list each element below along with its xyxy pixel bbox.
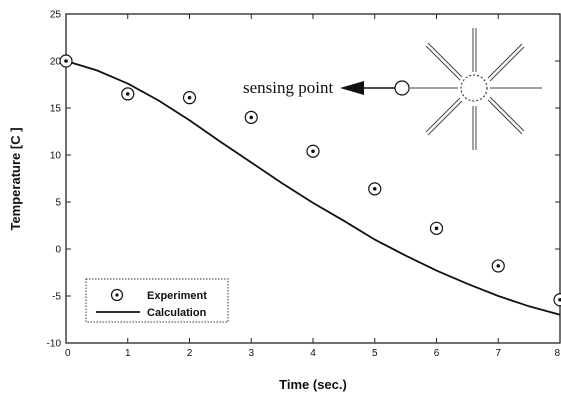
x-tick-label: 0 — [65, 348, 71, 359]
y-tick-label: -5 — [52, 292, 61, 303]
sensing-point-illustration — [340, 28, 542, 150]
x-tick: 2 — [187, 14, 193, 359]
experiment-point — [368, 182, 382, 196]
x-tick: 6 — [434, 14, 440, 359]
experiment-point — [121, 87, 135, 101]
y-tick-label: -10 — [47, 339, 62, 350]
x-tick-label: 3 — [248, 348, 254, 359]
calculation-line — [65, 60, 561, 316]
x-tick-label: 8 — [554, 348, 560, 359]
y-tick: 15 — [50, 104, 560, 115]
legend-experiment-marker — [110, 288, 124, 302]
x-tick: 8 — [554, 14, 561, 359]
y-tick-label: 25 — [50, 10, 62, 21]
x-tick-label: 6 — [434, 348, 440, 359]
legend-calculation-label: Calculation — [147, 307, 207, 319]
experiment-point — [429, 221, 444, 235]
x-tick: 5 — [372, 14, 378, 359]
y-tick-label: 5 — [55, 198, 61, 209]
x-tick-label: 7 — [495, 348, 501, 359]
experiment-point — [182, 91, 197, 105]
legend-box — [85, 278, 229, 323]
y-tick: -10 — [47, 339, 560, 350]
x-tick-label: 1 — [125, 348, 131, 359]
legend: Experiment Calculation — [85, 278, 229, 323]
y-tick: 5 — [55, 198, 560, 209]
y-axis-label: Temperature [C ] — [8, 127, 23, 230]
y-tick-label: 20 — [50, 57, 62, 68]
x-tick: 7 — [495, 14, 501, 359]
y-tick: 25 — [50, 10, 560, 21]
x-tick: 0 — [65, 14, 71, 359]
x-tick-label: 4 — [310, 348, 316, 359]
x-tick-label: 5 — [372, 348, 378, 359]
y-tick-label: 0 — [55, 245, 61, 256]
experiment-points — [59, 54, 561, 307]
experiment-point — [244, 110, 258, 125]
x-axis-label: Time (sec.) — [279, 377, 347, 392]
experiment-point — [553, 293, 561, 307]
x-tick: 1 — [125, 14, 131, 359]
sensing-point-label: sensing point — [243, 78, 333, 97]
y-tick: 10 — [50, 151, 560, 162]
y-tick: 20 — [50, 57, 560, 68]
x-tick-label: 2 — [187, 348, 193, 359]
y-tick-label: 15 — [50, 104, 62, 115]
x-axis-ticks: 0 1 2 3 4 5 6 7 8 — [65, 14, 561, 359]
experiment-point — [491, 259, 505, 273]
x-tick: 4 — [310, 14, 316, 359]
x-tick: 3 — [248, 14, 254, 359]
legend-experiment-label: Experiment — [147, 290, 207, 302]
experiment-point — [59, 54, 73, 68]
experiment-point — [306, 144, 320, 158]
y-tick: 0 — [55, 245, 560, 256]
y-tick-label: 10 — [50, 151, 62, 162]
